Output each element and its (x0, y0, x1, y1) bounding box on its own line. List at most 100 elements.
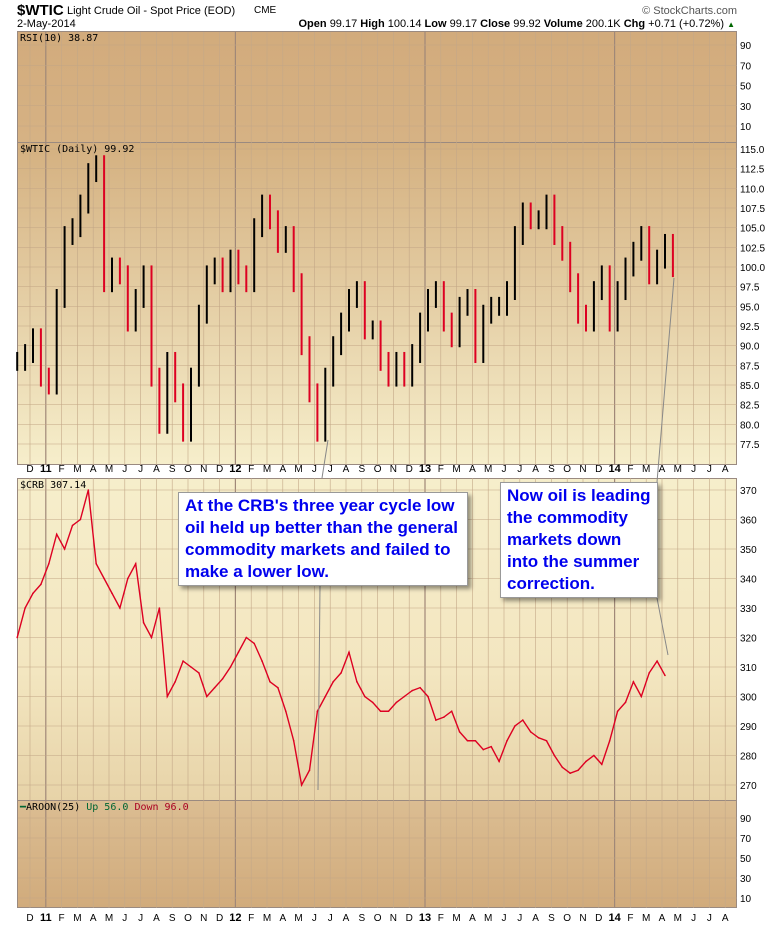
crb-point (577, 769, 579, 772)
crb-point (32, 592, 34, 595)
x-tick-label: N (579, 464, 586, 475)
crb-point (379, 710, 382, 713)
x-tick-label: F (248, 913, 254, 924)
open-label: Open (298, 18, 327, 30)
low-value: 99.17 (449, 18, 478, 30)
x-tick-label: A (532, 913, 539, 924)
crb-point (213, 686, 216, 689)
x-tick-label: D (595, 913, 602, 924)
crb-point (624, 701, 627, 704)
rsi-tick: 90 (740, 41, 752, 52)
crb-point (24, 607, 26, 609)
crb-label: $CRB 307.14 (20, 480, 87, 491)
x-tick-label: A (153, 464, 160, 475)
crb-point (158, 607, 161, 609)
wtic-tick: 95.0 (740, 302, 760, 313)
crb-point (640, 695, 643, 698)
x-tick-label: A (659, 464, 666, 475)
wtic-tick: 102.5 (740, 243, 765, 254)
callout-line (656, 597, 669, 656)
crb-point (395, 701, 398, 704)
x-tick-label: 12 (229, 463, 241, 475)
crb-point (285, 710, 287, 713)
x-tick-label: A (279, 464, 286, 475)
crb-point (569, 772, 571, 774)
crb-point (245, 636, 248, 639)
crb-tick: 340 (740, 575, 757, 586)
x-tick-label: S (169, 913, 176, 924)
rsi-panel (17, 31, 737, 143)
crb-point (87, 489, 90, 491)
crb-point (443, 716, 445, 718)
crb-point (632, 680, 635, 683)
x-tick-label: N (390, 913, 397, 924)
crb-point (119, 607, 121, 609)
x-tick-label: M (73, 913, 81, 924)
crb-tick: 290 (740, 722, 757, 733)
up-arrow-icon: ▲ (727, 20, 735, 29)
crb-point (221, 678, 224, 680)
crb-point (182, 660, 184, 662)
crb-point (190, 666, 192, 668)
crb-point (601, 763, 603, 766)
rsi-tick: 50 (740, 82, 752, 93)
crb-point (300, 784, 303, 786)
x-tick-label: F (59, 464, 65, 475)
x-tick-label: J (328, 464, 333, 475)
wtic-tick: 77.5 (740, 440, 760, 451)
x-tick-label: D (406, 464, 413, 475)
aroon-up: Up 56.0 (86, 802, 129, 813)
x-tick-label: D (26, 913, 33, 924)
crb-point (466, 739, 469, 742)
x-tick-label: J (707, 464, 712, 475)
x-tick-label: J (122, 464, 127, 475)
x-tick-label: M (674, 464, 682, 475)
crb-point (616, 710, 619, 713)
crb-point (585, 760, 587, 763)
crb-point (55, 533, 58, 536)
wtic-tick: 82.5 (740, 401, 760, 412)
crb-point (269, 680, 271, 683)
high-label: High (360, 18, 385, 30)
x-tick-label: O (184, 464, 192, 475)
crb-point (277, 686, 279, 689)
wtic-tick: 105.0 (740, 224, 765, 235)
crb-tick: 330 (740, 604, 757, 615)
x-tick-label: F (627, 464, 633, 475)
x-tick-label: O (184, 913, 192, 924)
x-tick-label: D (216, 464, 223, 475)
crb-point (490, 745, 493, 748)
x-tick-label: 12 (229, 912, 241, 924)
crb-point (166, 695, 169, 698)
x-tick-label: D (216, 913, 223, 924)
x-tick-label: M (263, 913, 271, 924)
x-tick-label: A (153, 913, 160, 924)
crb-point (371, 701, 374, 704)
wtic-tick: 80.0 (740, 420, 760, 431)
x-tick-label: N (200, 913, 207, 924)
wtic-tick: 110.0 (740, 184, 765, 195)
x-tick-label: F (627, 913, 633, 924)
x-tick-label: M (484, 464, 492, 475)
crb-point (427, 695, 429, 698)
wtic-tick: 97.5 (740, 283, 760, 294)
rsi-tick: 30 (740, 102, 752, 113)
close-label: Close (480, 18, 511, 30)
wtic-tick: 115.0 (740, 145, 765, 156)
x-tick-label: J (517, 464, 522, 475)
x-tick-label: J (691, 913, 696, 924)
x-tick-label: N (579, 913, 586, 924)
crb-point (127, 577, 129, 580)
x-tick-label: A (90, 913, 97, 924)
x-tick-label: J (502, 913, 507, 924)
open-value: 99.17 (329, 18, 358, 30)
x-tick-label: M (294, 464, 302, 475)
crb-point (522, 719, 524, 721)
x-tick-label: J (707, 913, 712, 924)
wtic-tick: 92.5 (740, 322, 760, 333)
instrument-name: Light Crude Oil - Spot Price (EOD) (67, 5, 236, 17)
x-tick-label: M (105, 913, 113, 924)
aroon-tick: 30 (740, 874, 752, 885)
crb-point (664, 674, 666, 677)
